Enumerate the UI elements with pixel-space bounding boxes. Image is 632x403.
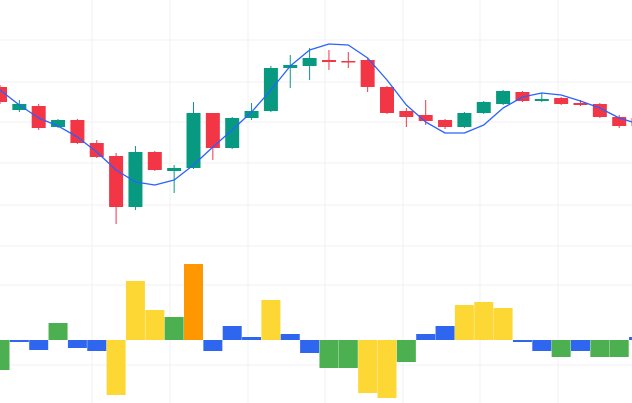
histogram-bar [493,308,513,340]
candle-body [225,118,240,148]
histogram-bar [0,340,10,370]
histogram-bar [590,340,610,357]
candle-body [70,120,85,143]
candle-body [438,120,453,127]
histogram-bar [106,340,126,395]
histogram-bar [203,340,223,351]
candle-body [51,120,66,127]
histogram-bar [319,340,339,368]
moving-average-line [0,43,632,186]
histogram-bar [145,310,165,340]
histogram-bar [280,334,300,340]
candle-body [534,99,549,101]
candle-body [89,143,104,157]
histogram-bar [416,334,436,340]
candle-body [418,115,433,121]
histogram-bar [571,340,590,351]
candle-body [496,91,511,104]
candle-body [321,60,336,62]
histogram-bar [532,340,552,351]
histogram-bar [222,326,242,340]
candle-body [167,168,182,171]
candle-body [341,61,356,63]
candle-body [457,113,472,127]
histogram-bar [435,326,455,340]
histogram-bar [87,340,107,351]
candle-body [554,98,569,104]
histogram-bar [338,340,358,368]
candle-body [31,106,46,128]
candle-body [476,102,491,113]
histogram-bar [48,323,68,340]
histogram-bar [164,317,184,340]
histogram-bar [512,340,532,342]
candle-body [380,87,394,113]
histogram-bar [474,302,494,340]
candle-body [128,152,143,207]
histogram-bar [242,337,262,340]
histogram-bar [184,264,203,340]
candle-body [399,111,414,117]
candle-body [186,113,201,168]
candle-body [109,156,124,207]
histogram-bar [125,281,145,340]
candle-body [0,87,7,102]
histogram-bar [396,340,416,362]
histogram-bar [609,340,629,357]
candle-body [573,103,588,105]
histogram-bar [300,340,320,353]
histogram-bar [454,305,474,340]
candle-body [205,113,220,148]
histogram-bar [9,340,29,342]
candle-body [12,104,27,110]
histogram-bar [29,340,49,350]
histogram-bar [67,340,87,348]
candle-body [147,152,162,170]
histogram-bar [629,337,632,340]
candle-body [360,60,375,87]
candle-body [302,58,317,66]
histogram-bar [261,300,281,340]
histogram-bar [358,340,378,393]
candle-body [244,111,259,118]
histogram-bar [377,340,397,398]
candle-body [612,117,627,126]
histogram-bar [551,340,571,357]
